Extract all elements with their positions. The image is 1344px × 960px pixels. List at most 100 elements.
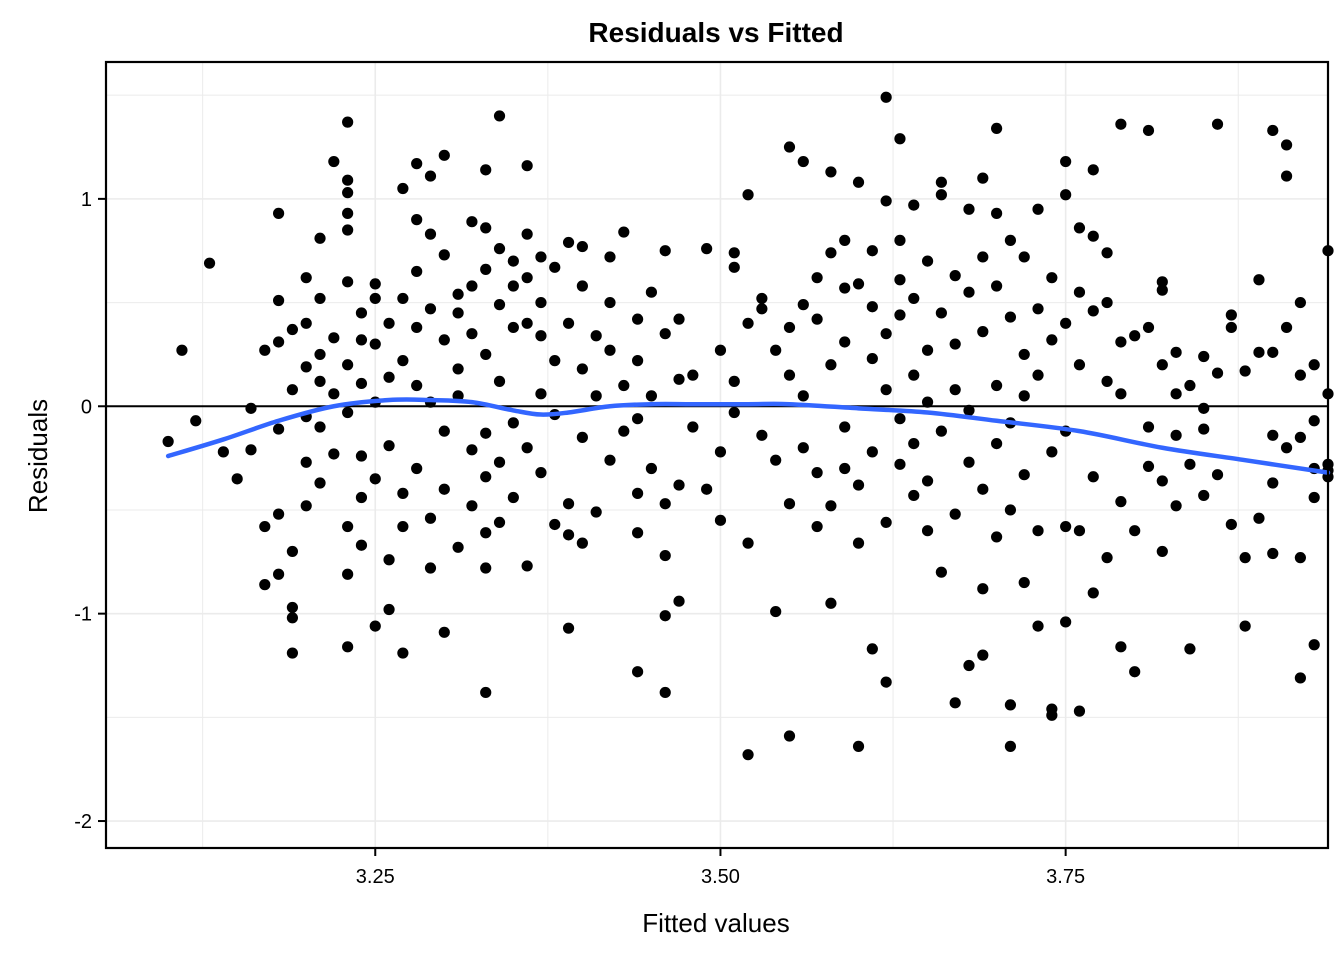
data-point-112 <box>493 375 506 387</box>
data-point-224 <box>866 643 878 655</box>
data-point-150 <box>604 344 616 356</box>
data-point-331 <box>1156 276 1168 288</box>
data-point-317 <box>1101 552 1113 564</box>
data-point-153 <box>618 379 630 392</box>
data-point-159 <box>632 355 644 367</box>
data-point-5 <box>231 473 243 485</box>
x-axis: 3.25 3.50 3.75 <box>356 848 1085 888</box>
data-point-162 <box>645 286 658 298</box>
data-point-289 <box>1032 620 1044 632</box>
data-point-72 <box>397 520 409 533</box>
data-point-19 <box>286 647 299 659</box>
data-point-268 <box>977 251 989 263</box>
data-point-375 <box>1308 359 1320 371</box>
data-point-258 <box>949 338 961 350</box>
data-point-175 <box>687 369 699 381</box>
data-point-139 <box>562 317 575 329</box>
data-point-86 <box>438 149 450 161</box>
data-point-129 <box>535 330 547 342</box>
data-point-133 <box>549 518 561 531</box>
data-point-88 <box>438 425 450 437</box>
data-point-20 <box>286 384 299 396</box>
data-point-257 <box>949 270 961 282</box>
data-point-278 <box>1004 699 1017 711</box>
data-point-296 <box>1046 272 1058 284</box>
data-point-141 <box>576 240 588 253</box>
data-point-271 <box>977 483 989 495</box>
data-point-338 <box>1170 388 1182 400</box>
data-point-255 <box>935 425 947 437</box>
data-point-174 <box>673 479 685 491</box>
data-point-61 <box>369 292 381 305</box>
data-point-109 <box>480 562 492 574</box>
data-point-264 <box>963 286 975 298</box>
data-point-193 <box>770 605 782 618</box>
data-point-367 <box>1280 321 1293 334</box>
data-point-55 <box>355 539 368 551</box>
data-point-215 <box>839 336 851 348</box>
data-point-144 <box>576 280 588 292</box>
data-point-73 <box>411 158 423 170</box>
data-point-11 <box>272 336 285 348</box>
data-point-334 <box>1156 475 1168 487</box>
data-point-238 <box>894 309 906 321</box>
data-point-2 <box>190 415 202 427</box>
data-point-42 <box>342 568 354 580</box>
y-tick-label-3: 1 <box>81 189 92 211</box>
data-point-123 <box>521 317 533 329</box>
data-point-356 <box>1253 274 1265 286</box>
data-point-254 <box>935 307 947 319</box>
data-point-158 <box>632 527 644 539</box>
data-point-315 <box>1101 247 1113 259</box>
data-point-181 <box>714 446 727 458</box>
data-point-323 <box>1115 388 1127 400</box>
data-point-96 <box>466 216 478 228</box>
data-point-362 <box>1267 346 1279 358</box>
data-point-225 <box>866 245 878 257</box>
data-point-275 <box>991 531 1003 543</box>
data-point-83 <box>424 562 437 574</box>
data-point-347 <box>1211 118 1224 130</box>
data-point-79 <box>424 170 437 182</box>
data-point-233 <box>880 516 892 529</box>
data-point-145 <box>576 431 588 443</box>
data-point-37 <box>328 448 340 460</box>
data-point-316 <box>1101 375 1113 387</box>
data-point-236 <box>894 274 906 286</box>
data-point-29 <box>314 348 326 361</box>
data-point-117 <box>507 321 519 334</box>
data-point-253 <box>935 566 947 578</box>
data-point-104 <box>480 263 492 275</box>
data-point-184 <box>728 375 740 387</box>
data-point-328 <box>1142 460 1155 473</box>
data-point-15 <box>272 207 285 219</box>
data-point-16 <box>272 423 285 435</box>
data-point-220 <box>852 740 865 752</box>
data-point-229 <box>880 91 892 103</box>
data-point-364 <box>1280 139 1293 151</box>
data-point-306 <box>1073 705 1086 717</box>
data-point-151 <box>604 454 616 466</box>
data-point-295 <box>1046 703 1058 715</box>
data-point-285 <box>1018 576 1030 589</box>
y-axis-label: Residuals <box>23 399 53 513</box>
data-point-90 <box>438 483 450 495</box>
data-point-267 <box>977 172 989 184</box>
data-point-67 <box>397 647 409 659</box>
data-point-147 <box>590 390 602 402</box>
data-point-230 <box>880 195 892 207</box>
data-point-303 <box>1060 317 1072 329</box>
data-point-52 <box>355 377 368 390</box>
data-point-50 <box>355 307 368 319</box>
data-point-166 <box>659 245 671 257</box>
data-point-36 <box>328 388 340 400</box>
data-point-172 <box>673 313 685 325</box>
data-point-333 <box>1156 359 1168 371</box>
data-point-128 <box>535 388 547 400</box>
data-point-311 <box>1087 230 1099 242</box>
data-point-77 <box>411 462 423 475</box>
data-point-13 <box>272 508 285 520</box>
data-point-214 <box>839 234 851 246</box>
data-point-143 <box>576 363 588 375</box>
data-point-92 <box>452 363 464 375</box>
